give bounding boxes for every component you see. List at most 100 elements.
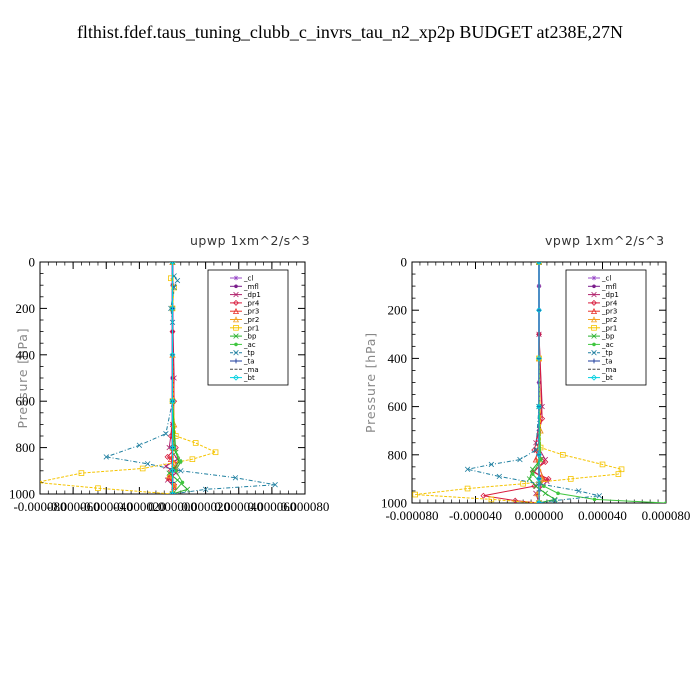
data-point xyxy=(567,476,574,482)
data-point xyxy=(536,355,542,362)
data-point xyxy=(542,459,549,465)
x-tick-label: 0.000000 xyxy=(515,508,564,523)
legend-entry-label: _pr3 xyxy=(243,308,259,316)
x-tick-label: 0.000020 xyxy=(181,499,230,514)
legend-entry-label: _dp1 xyxy=(243,291,261,299)
y-tick-label: 400 xyxy=(16,347,36,362)
series-bt xyxy=(536,262,542,503)
x-tick-label: -0.000080 xyxy=(385,508,438,523)
legend-marker xyxy=(591,324,597,331)
legend-entry-label: _mfl xyxy=(243,283,259,291)
data-point xyxy=(480,492,487,499)
data-point xyxy=(560,451,566,458)
series-group xyxy=(40,262,278,494)
x-tick-label: -0.000020 xyxy=(113,499,166,514)
data-point xyxy=(536,451,542,458)
y-tick-label: 1000 xyxy=(9,487,35,502)
series-pr4 xyxy=(480,262,552,503)
y-tick-label: 0 xyxy=(401,255,408,270)
data-point xyxy=(169,305,176,312)
series-line xyxy=(467,262,600,503)
data-point xyxy=(552,497,558,503)
legend-entry-label: _bt xyxy=(243,374,255,382)
series-line xyxy=(528,262,557,503)
data-point xyxy=(180,480,185,485)
legend-marker xyxy=(233,299,239,306)
data-point xyxy=(103,454,109,460)
legend-entry-label: _pr1 xyxy=(601,324,617,332)
legend-entry-label: _dp1 xyxy=(601,291,619,299)
x-tick-label: -0.000060 xyxy=(47,499,100,514)
y-tick-label: 600 xyxy=(16,394,36,409)
data-point xyxy=(169,444,176,451)
legend-entry-label: _cl xyxy=(601,275,611,283)
legend-entry-label: _ta xyxy=(243,358,255,366)
data-point xyxy=(174,460,181,467)
legend-marker xyxy=(233,333,239,339)
data-point xyxy=(169,262,176,265)
chart-title: vpwp 1xm^2/s^3 xyxy=(545,233,665,248)
data-point xyxy=(531,447,538,453)
data-point xyxy=(144,461,151,467)
data-point xyxy=(517,456,523,463)
data-point xyxy=(184,486,191,493)
legend-marker xyxy=(234,284,238,289)
data-point xyxy=(664,501,666,503)
data-point xyxy=(512,497,519,503)
y-tick-label: 200 xyxy=(388,303,408,318)
data-point xyxy=(536,403,542,410)
legend-entry-label: _pr4 xyxy=(243,299,260,307)
legend-entry-label: _bp xyxy=(243,333,257,341)
x-tick-label: 0.000060 xyxy=(248,499,297,514)
data-point xyxy=(272,482,278,488)
data-point xyxy=(618,466,625,473)
legend-entry-label: _pr3 xyxy=(601,308,617,316)
legend-marker xyxy=(233,350,239,356)
data-point xyxy=(556,491,560,496)
x-tick-label: -0.000080 xyxy=(13,499,66,514)
data-point xyxy=(532,456,539,463)
legend-marker xyxy=(233,358,239,364)
data-point xyxy=(536,500,542,503)
y-axis-label: Pressure [hPa] xyxy=(15,328,30,429)
legend-entry-label: _ma xyxy=(601,366,617,374)
data-point xyxy=(531,483,538,490)
legend-marker xyxy=(592,342,596,347)
data-point xyxy=(536,262,542,265)
x-tick-label: 0.000040 xyxy=(214,499,263,514)
legend-marker xyxy=(591,299,597,306)
legend-entry-label: _bt xyxy=(601,374,613,382)
data-point xyxy=(526,476,533,482)
legend-marker xyxy=(591,333,597,339)
legend-marker xyxy=(590,307,598,315)
x-tick-label: 0.000040 xyxy=(578,508,627,523)
data-point xyxy=(592,497,597,502)
data-point xyxy=(166,472,173,479)
data-point xyxy=(174,477,181,483)
x-tick-label: -0.000040 xyxy=(449,508,502,523)
y-tick-label: 600 xyxy=(388,399,408,414)
data-point xyxy=(536,307,542,314)
data-point xyxy=(545,475,552,482)
x-tick-label: 0.000080 xyxy=(642,508,691,523)
legend-marker xyxy=(590,316,598,323)
legend-marker xyxy=(233,324,239,331)
data-point xyxy=(576,488,582,494)
x-tick-label: -0.000040 xyxy=(80,499,133,514)
y-tick-label: 200 xyxy=(16,301,36,316)
data-point xyxy=(615,471,622,477)
data-point xyxy=(488,496,495,503)
y-axis-label: Pressure [hPa] xyxy=(363,332,378,433)
data-point xyxy=(174,277,181,284)
series-bp xyxy=(526,262,558,503)
legend-marker xyxy=(233,291,239,298)
data-point xyxy=(536,475,542,482)
legend-marker xyxy=(591,350,597,356)
chart-title: upwp 1xm^2/s^3 xyxy=(190,233,310,248)
data-point xyxy=(530,472,535,476)
legend-marker xyxy=(233,275,239,281)
legend-marker xyxy=(233,374,239,381)
legend-entry-label: _ma xyxy=(243,366,259,374)
y-tick-label: 0 xyxy=(29,255,36,270)
